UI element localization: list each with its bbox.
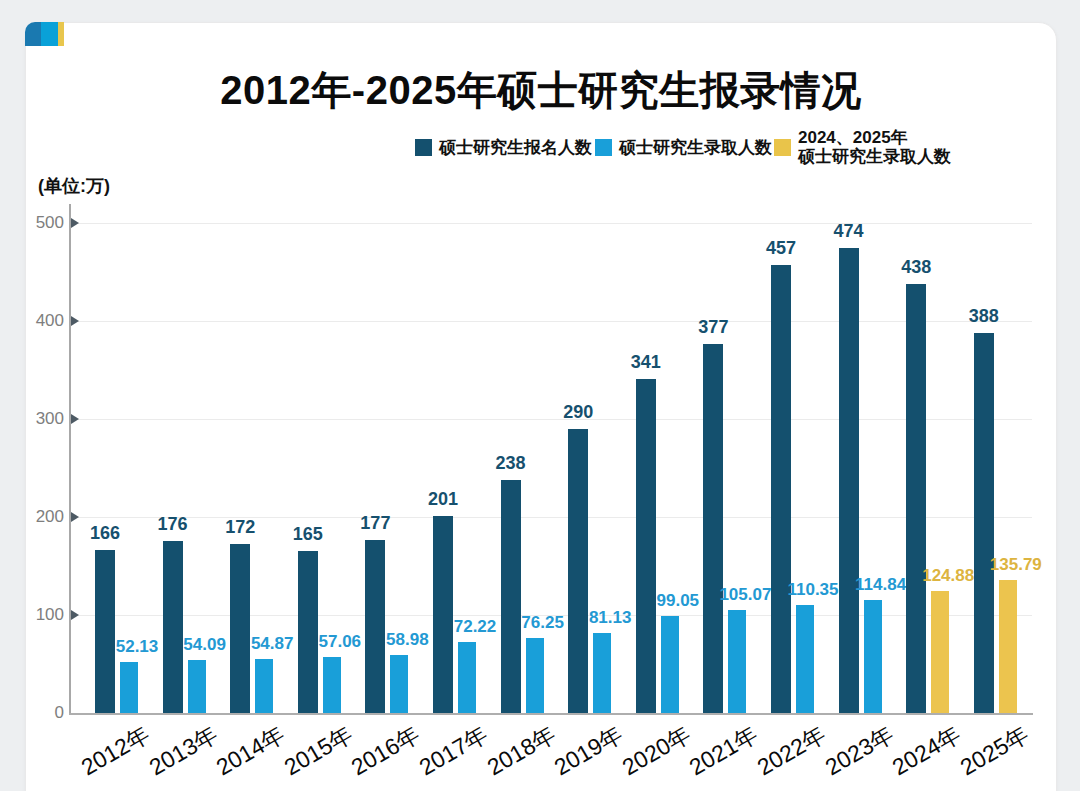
bar-admitted [593, 633, 611, 713]
ytick-arrow-icon [71, 218, 79, 228]
chart-card: 2012年-2025年硕士研究生报录情况 硕士研究生报名人数 硕士研究生录取人数… [25, 22, 1057, 791]
bar-applicants [974, 333, 994, 713]
ytick-arrow-icon [71, 316, 79, 326]
ytick-arrow-icon [71, 610, 79, 620]
y-axis-tick-label: 300 [26, 408, 64, 430]
bar-admitted [458, 642, 476, 713]
bar-admitted [120, 662, 138, 713]
bar-applicants [501, 480, 521, 713]
x-axis-line [69, 713, 1033, 715]
bar-admitted-highlight [999, 580, 1017, 713]
y-axis-tick-label: 200 [26, 506, 64, 528]
bar-applicants [95, 550, 115, 713]
bar-applicants [433, 516, 453, 713]
bar-value-applicants: 474 [809, 221, 889, 242]
bar-applicants [906, 284, 926, 713]
bar-value-applicants: 238 [471, 453, 551, 474]
bar-applicants [365, 540, 385, 713]
bar-value-applicants: 388 [944, 306, 1024, 327]
gridline-400 [70, 321, 1032, 322]
chart-plot: 010020030040050016652.132012年17654.09201… [26, 23, 1056, 791]
bar-value-applicants: 177 [335, 513, 415, 534]
bar-applicants [839, 248, 859, 713]
bar-applicants [568, 429, 588, 713]
bar-value-applicants: 201 [403, 489, 483, 510]
bar-admitted [661, 616, 679, 713]
bar-admitted [864, 600, 882, 713]
bar-applicants [163, 541, 183, 713]
bar-admitted [390, 655, 408, 713]
bar-value-applicants: 290 [538, 402, 618, 423]
ytick-arrow-icon [71, 414, 79, 424]
bar-admitted [188, 660, 206, 713]
bar-applicants [636, 379, 656, 713]
bar-value-applicants: 341 [606, 352, 686, 373]
bar-admitted-highlight [931, 591, 949, 713]
bar-value-applicants: 377 [673, 317, 753, 338]
bar-applicants [703, 344, 723, 713]
bar-applicants [771, 265, 791, 713]
bar-value-admitted: 135.79 [971, 555, 1061, 575]
bar-admitted [796, 605, 814, 713]
ytick-arrow-icon [71, 512, 79, 522]
y-axis-tick-label: 100 [26, 604, 64, 626]
bar-admitted [728, 610, 746, 713]
y-axis-tick-label: 0 [26, 702, 64, 724]
bar-admitted [323, 657, 341, 713]
bar-value-applicants: 438 [876, 257, 956, 278]
bar-applicants [230, 544, 250, 713]
y-axis-tick-label: 400 [26, 310, 64, 332]
y-axis-tick-label: 500 [26, 212, 64, 234]
y-axis-line [69, 204, 71, 715]
bar-admitted [255, 659, 273, 713]
bar-admitted [526, 638, 544, 713]
